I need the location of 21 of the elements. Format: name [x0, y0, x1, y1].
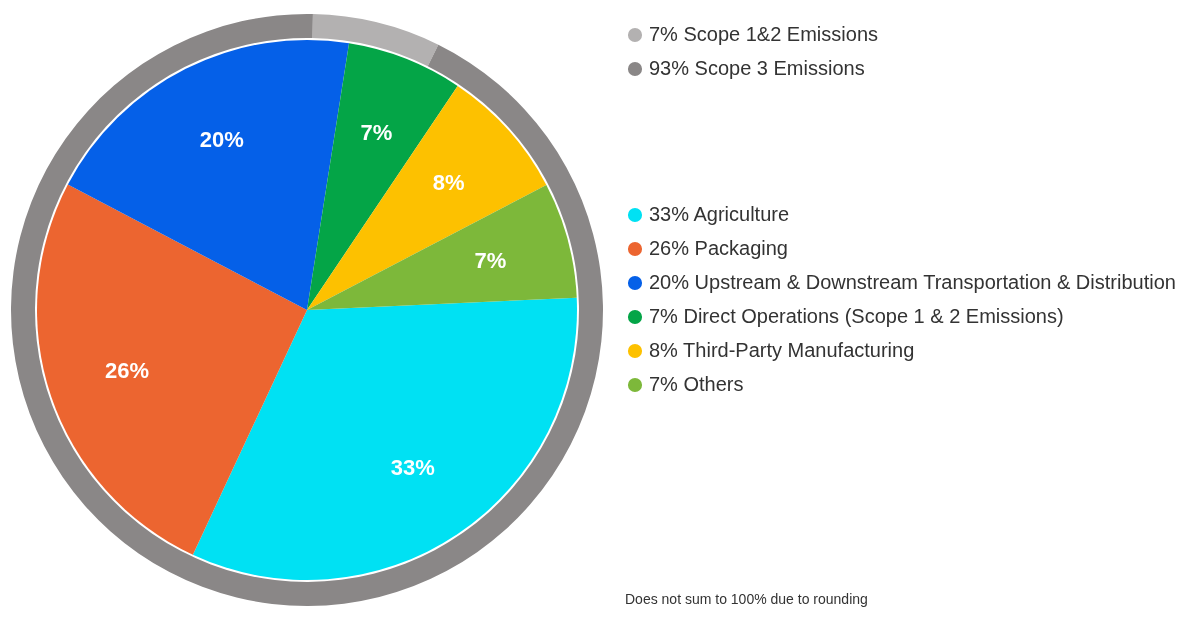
legend-label: 7% Direct Operations (Scope 1 & 2 Emissions) [649, 305, 1064, 327]
legend-label: 7% Scope 1&2 Emissions [649, 23, 879, 45]
legend-label: 26% Packaging [649, 237, 788, 259]
data-label: 33% [390, 454, 435, 480]
pie-slice [67, 40, 350, 310]
legend-label: 33% Agriculture [649, 203, 790, 225]
legend-label: 7% Others [649, 373, 744, 395]
pie-slice [37, 184, 307, 555]
donut-slice [11, 14, 603, 606]
donut-slice [312, 14, 439, 67]
pie-slice [192, 297, 577, 580]
legend-label: 93% Scope 3 Emissions [649, 57, 865, 79]
data-label: 8% [432, 170, 465, 196]
data-label: 20% [199, 127, 244, 153]
legend-label: 20% Upstream & Downstream Transportation & Distribution [649, 271, 1176, 293]
data-label: 26% [104, 357, 150, 383]
text: Does not sum to 100% due to rounding [625, 591, 868, 607]
pie-slice [307, 85, 547, 310]
data-label: 7% [360, 120, 393, 146]
legend-label: 8% Third-Party Manufacturing [649, 339, 915, 361]
data-label: 7% [474, 247, 507, 273]
